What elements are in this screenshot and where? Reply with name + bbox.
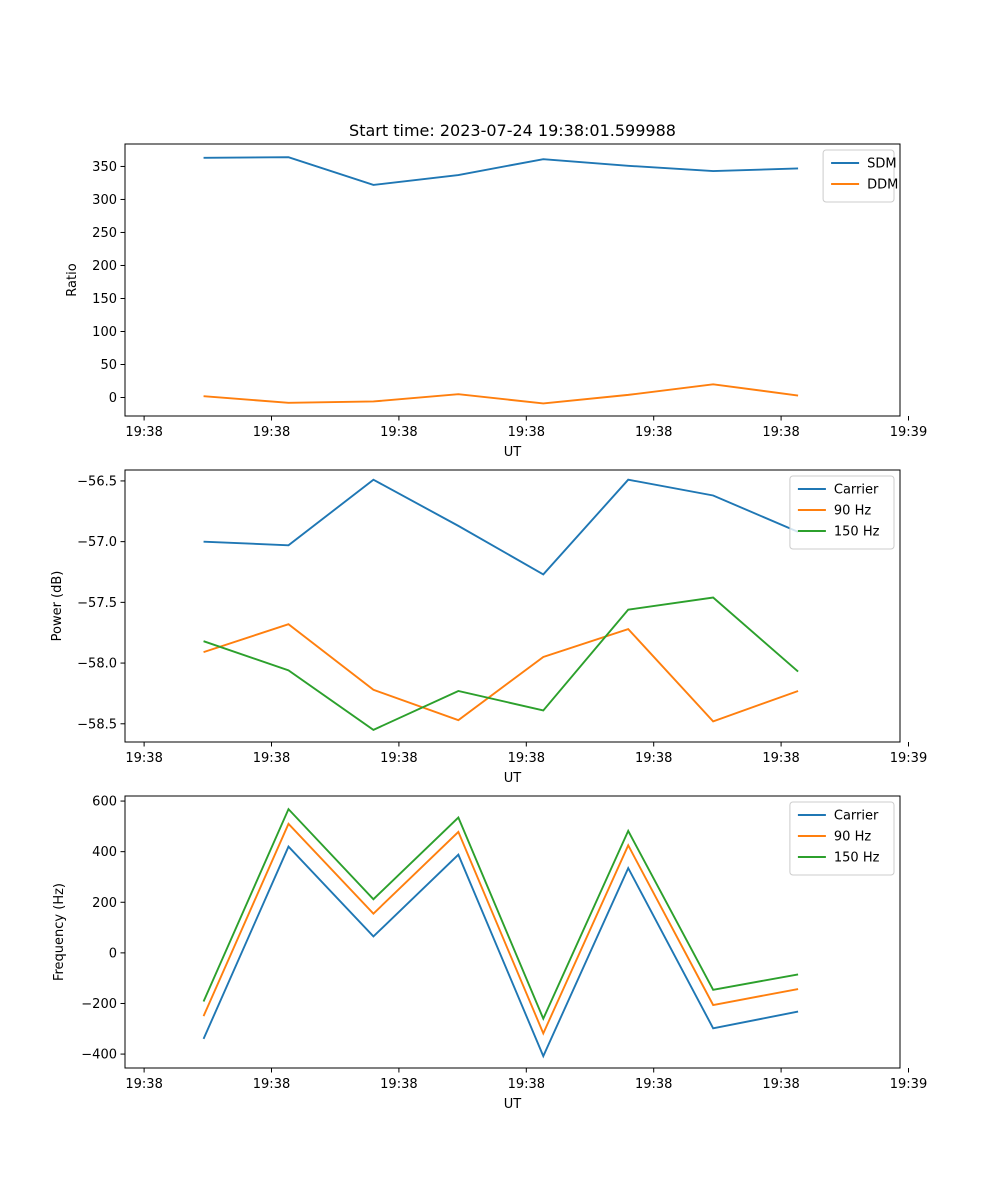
chart-3-x-tick-label: 19:39 — [890, 1077, 927, 1092]
chart-3-axes-frame — [124, 795, 901, 1069]
chart-3-x-tick-label: 19:38 — [253, 1077, 290, 1092]
chart-1-x-tick-label: 19:39 — [890, 425, 927, 440]
chart-1-y-tick-label: 350 — [92, 160, 117, 175]
chart-1-series-line-2 — [203, 383, 799, 405]
chart-1-y-tick-label: 250 — [92, 226, 117, 241]
chart-1-y-tick-label: 50 — [100, 358, 117, 373]
chart-2-series-line-2 — [203, 623, 799, 723]
chart-1-x-tick-label: 19:38 — [508, 425, 545, 440]
chart-2-legend-label-2: 90 Hz — [834, 504, 871, 519]
chart-3-x-tick-label: 19:38 — [762, 1077, 799, 1092]
chart-3-x-axis-label: UT — [504, 1097, 522, 1112]
chart-1: 19:38 19:38 19:38 19:38 19:38 19:38 19:39 0 50 10… — [65, 121, 927, 460]
chart-2-x-axis-label: UT — [504, 771, 522, 786]
chart-3-series-line-2 — [202, 822, 799, 1036]
chart-3-legend-label-2: 90 Hz — [834, 830, 871, 845]
chart-2-plot-area — [125, 470, 900, 742]
chart-2-legend-label-3: 150 Hz — [834, 525, 880, 540]
chart-2-y-tick-label: −57.0 — [77, 535, 117, 550]
chart-3-x-tick-label: 19:38 — [508, 1077, 545, 1092]
chart-3-x-tick-label: 19:38 — [125, 1077, 162, 1092]
chart-2: 19:38 19:38 19:38 19:38 19:38 19:38 19:39 −58.5… — [50, 469, 927, 786]
chart-1-axes-frame — [124, 143, 901, 417]
chart-3-legend: Carrier 90 Hz 150 Hz — [789, 801, 895, 876]
chart-1-y-tick-label: 200 — [92, 259, 117, 274]
chart-2-x-tick-label: 19:38 — [380, 751, 417, 766]
chart-1-plot-area — [125, 144, 900, 416]
chart-3-x-tick-label: 19:38 — [635, 1077, 672, 1092]
chart-3-legend-label-1: Carrier — [834, 809, 879, 824]
chart-3-y-tick-label: 600 — [92, 795, 117, 810]
chart-1-x-tick-label: 19:38 — [253, 425, 290, 440]
chart-3-y-tick-label: 400 — [92, 845, 117, 860]
chart-2-x-tick-label: 19:38 — [253, 751, 290, 766]
chart-2-y-tick-label: −58.5 — [77, 717, 117, 732]
chart-1-y-tick-label: 150 — [92, 292, 117, 307]
chart-3-y-tick-label: −200 — [81, 997, 117, 1012]
chart-2-legend-label-1: Carrier — [834, 483, 879, 498]
chart-1-x-tick-label: 19:38 — [125, 425, 162, 440]
chart-1-title: Start time: 2023-07-24 19:38:01.599988 — [349, 121, 676, 140]
chart-2-series-line-1 — [203, 478, 799, 576]
chart-3-y-tick-label: 0 — [109, 946, 117, 961]
chart-3-y-tick-label: 200 — [92, 896, 117, 911]
chart-1-x-tick-label: 19:38 — [635, 425, 672, 440]
chart-1-x-tick-label: 19:38 — [762, 425, 799, 440]
chart-1-legend: SDM DDM — [822, 149, 898, 203]
chart-2-x-tick-label: 19:38 — [635, 751, 672, 766]
chart-1-y-tick-label: 100 — [92, 325, 117, 340]
chart-2-axes-frame — [124, 469, 901, 743]
chart-2-y-tick-label: −58.0 — [77, 657, 117, 672]
chart-2-legend: Carrier 90 Hz 150 Hz — [789, 475, 895, 550]
chart-2-x-tick-label: 19:38 — [508, 751, 545, 766]
chart-2-y-tick-label: −57.5 — [77, 596, 117, 611]
chart-2-y-axis-label: Power (dB) — [50, 571, 65, 642]
chart-3-series-line-3 — [202, 807, 799, 1022]
chart-2-x-tick-label: 19:38 — [762, 751, 799, 766]
chart-3-legend-label-3: 150 Hz — [834, 851, 880, 866]
chart-3: 19:38 19:38 19:38 19:38 19:38 19:38 19:39 −400 −… — [52, 795, 927, 1112]
chart-2-series-line-3 — [203, 596, 799, 731]
chart-1-legend-label-1: SDM — [867, 157, 896, 172]
chart-1-x-axis-label: UT — [504, 445, 522, 460]
chart-1-y-tick-label: 300 — [92, 193, 117, 208]
chart-3-x-tick-label: 19:38 — [380, 1077, 417, 1092]
chart-1-x-tick-label: 19:38 — [380, 425, 417, 440]
chart-1-y-tick-label: 0 — [109, 391, 117, 406]
chart-1-series-line-1 — [203, 156, 799, 186]
chart-3-y-tick-label: −400 — [81, 1048, 117, 1063]
chart-2-y-tick-label: −56.5 — [77, 474, 117, 489]
chart-2-x-tick-label: 19:38 — [125, 751, 162, 766]
chart-1-legend-label-2: DDM — [867, 178, 898, 193]
chart-1-y-axis-label: Ratio — [65, 263, 80, 296]
chart-3-series-line-1 — [202, 844, 799, 1059]
chart-2-x-tick-label: 19:39 — [890, 751, 927, 766]
chart-3-y-axis-label: Frequency (Hz) — [52, 883, 67, 981]
chart-3-plot-area — [125, 796, 900, 1068]
